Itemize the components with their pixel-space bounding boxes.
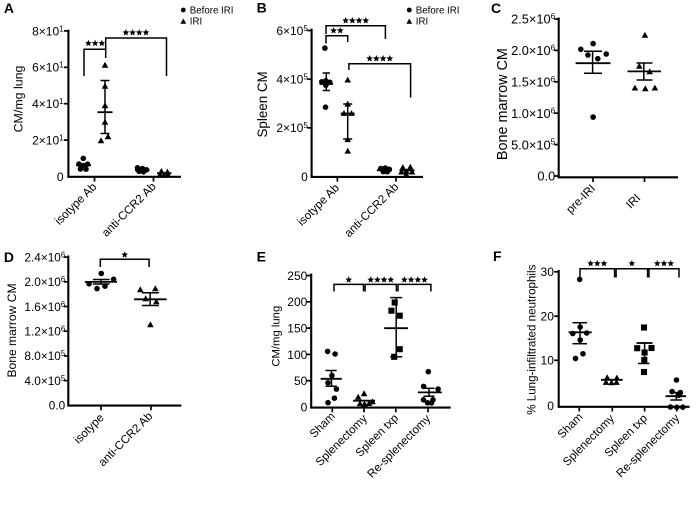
svg-text:2×105: 2×105 bbox=[276, 121, 308, 135]
svg-text:2.4×106: 2.4×106 bbox=[24, 250, 65, 264]
svg-text:Bone marrow CM: Bone marrow CM bbox=[495, 48, 511, 160]
svg-text:Bone marrow CM: Bone marrow CM bbox=[5, 283, 19, 377]
svg-text:8×101: 8×101 bbox=[32, 24, 64, 38]
svg-text:0: 0 bbox=[301, 170, 308, 184]
svg-text:1.0×106: 1.0×106 bbox=[511, 105, 556, 121]
svg-text:E: E bbox=[257, 248, 266, 264]
svg-text:4×101: 4×101 bbox=[32, 97, 64, 111]
svg-text:A: A bbox=[4, 0, 14, 16]
svg-text:C: C bbox=[491, 0, 501, 16]
svg-text:2.0×106: 2.0×106 bbox=[24, 275, 65, 289]
svg-text:2.5×106: 2.5×106 bbox=[511, 11, 556, 27]
svg-text:50: 50 bbox=[294, 374, 308, 388]
svg-text:1.5×106: 1.5×106 bbox=[511, 74, 556, 90]
svg-text:Before IRI: Before IRI bbox=[190, 5, 234, 16]
svg-text:6×101: 6×101 bbox=[32, 61, 64, 75]
svg-text:CM/mg lung: CM/mg lung bbox=[11, 65, 25, 132]
svg-text:150: 150 bbox=[287, 322, 307, 336]
svg-text:IRI: IRI bbox=[190, 17, 202, 28]
svg-text:1.6×106: 1.6×106 bbox=[24, 300, 65, 314]
svg-text:0.0: 0.0 bbox=[537, 169, 555, 184]
svg-text:0: 0 bbox=[57, 170, 64, 184]
svg-text:6×105: 6×105 bbox=[276, 24, 308, 38]
svg-text:250: 250 bbox=[287, 269, 307, 283]
svg-text:IRI: IRI bbox=[416, 17, 428, 28]
svg-text:10: 10 bbox=[541, 354, 555, 368]
svg-text:0.0: 0.0 bbox=[49, 399, 66, 413]
svg-text:CM/mg lung: CM/mg lung bbox=[271, 306, 283, 367]
svg-text:1.2×106: 1.2×106 bbox=[24, 325, 65, 339]
svg-text:5.0×105: 5.0×105 bbox=[511, 137, 556, 153]
svg-text:0: 0 bbox=[547, 399, 554, 413]
svg-text:4.0×105: 4.0×105 bbox=[24, 374, 65, 388]
svg-text:30: 30 bbox=[541, 265, 555, 279]
svg-text:100: 100 bbox=[287, 348, 307, 362]
svg-text:200: 200 bbox=[287, 295, 307, 309]
svg-text:0: 0 bbox=[301, 400, 308, 414]
svg-text:4×105: 4×105 bbox=[276, 73, 308, 87]
svg-text:20: 20 bbox=[541, 310, 555, 324]
svg-text:% Lung-infiltrated neutrophils: % Lung-infiltrated neutrophils bbox=[525, 264, 538, 414]
svg-text:Spleen CM: Spleen CM bbox=[255, 71, 270, 137]
svg-text:Before IRI: Before IRI bbox=[416, 5, 460, 16]
svg-text:B: B bbox=[257, 0, 267, 15]
svg-text:2.0×106: 2.0×106 bbox=[511, 43, 556, 59]
svg-text:2×101: 2×101 bbox=[32, 134, 64, 148]
svg-text:F: F bbox=[493, 248, 502, 264]
svg-text:8.0×105: 8.0×105 bbox=[24, 349, 65, 363]
svg-text:D: D bbox=[4, 249, 14, 265]
